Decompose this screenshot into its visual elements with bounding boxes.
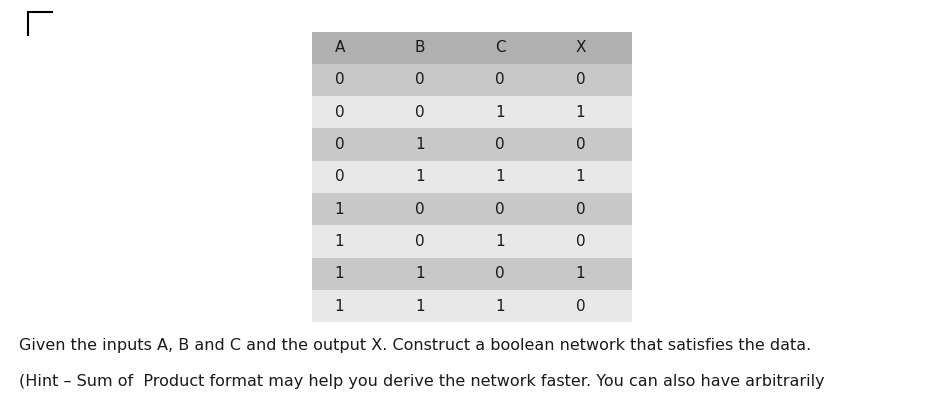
Text: 1: 1: [496, 105, 505, 120]
Bar: [472, 161, 552, 193]
Bar: [392, 161, 472, 193]
Bar: [472, 64, 552, 96]
Bar: [472, 290, 552, 322]
Bar: [392, 32, 472, 64]
Bar: [552, 290, 632, 322]
Text: 1: 1: [415, 137, 425, 152]
Bar: [392, 128, 472, 161]
Bar: [312, 290, 392, 322]
Bar: [312, 258, 392, 290]
Text: 0: 0: [576, 234, 585, 249]
Text: 0: 0: [335, 72, 345, 87]
Text: 0: 0: [576, 202, 585, 217]
Bar: [552, 128, 632, 161]
Text: 1: 1: [576, 266, 585, 281]
Text: A: A: [334, 40, 345, 55]
Text: 1: 1: [335, 266, 345, 281]
Text: 0: 0: [335, 169, 345, 184]
Bar: [312, 96, 392, 128]
Text: 0: 0: [496, 266, 505, 281]
Text: 1: 1: [415, 266, 425, 281]
Text: 1: 1: [576, 105, 585, 120]
Bar: [312, 32, 392, 64]
Text: 0: 0: [496, 72, 505, 87]
Text: 0: 0: [335, 137, 345, 152]
Bar: [312, 161, 392, 193]
Bar: [392, 225, 472, 258]
Text: C: C: [495, 40, 505, 55]
Bar: [312, 193, 392, 225]
Bar: [392, 64, 472, 96]
Text: (Hint – Sum of  Product format may help you derive the network faster. You can a: (Hint – Sum of Product format may help y…: [19, 374, 824, 388]
Bar: [392, 96, 472, 128]
Bar: [552, 64, 632, 96]
Bar: [312, 128, 392, 161]
Text: 1: 1: [335, 234, 345, 249]
Text: 0: 0: [415, 72, 425, 87]
Text: 1: 1: [335, 299, 345, 314]
Bar: [472, 96, 552, 128]
Text: 1: 1: [415, 299, 425, 314]
Text: 1: 1: [576, 169, 585, 184]
Text: 0: 0: [496, 137, 505, 152]
Bar: [392, 258, 472, 290]
Bar: [552, 161, 632, 193]
Text: 1: 1: [496, 234, 505, 249]
Text: 0: 0: [496, 202, 505, 217]
Text: X: X: [575, 40, 585, 55]
Bar: [472, 128, 552, 161]
Text: 1: 1: [496, 169, 505, 184]
Text: 0: 0: [415, 202, 425, 217]
Bar: [472, 258, 552, 290]
Bar: [552, 258, 632, 290]
Text: 0: 0: [415, 234, 425, 249]
Bar: [392, 193, 472, 225]
Bar: [552, 96, 632, 128]
Text: 0: 0: [576, 72, 585, 87]
Text: Given the inputs A, B and C and the output X. Construct a boolean network that s: Given the inputs A, B and C and the outp…: [19, 338, 811, 353]
Bar: [312, 225, 392, 258]
Text: 0: 0: [576, 137, 585, 152]
Bar: [552, 193, 632, 225]
Bar: [552, 225, 632, 258]
Bar: [392, 290, 472, 322]
Text: 0: 0: [576, 299, 585, 314]
Bar: [312, 64, 392, 96]
Bar: [472, 32, 552, 64]
Bar: [552, 32, 632, 64]
Text: 0: 0: [415, 105, 425, 120]
Bar: [472, 225, 552, 258]
Text: 1: 1: [335, 202, 345, 217]
Text: 0: 0: [335, 105, 345, 120]
Bar: [472, 193, 552, 225]
Text: 1: 1: [415, 169, 425, 184]
Text: B: B: [414, 40, 425, 55]
Text: 1: 1: [496, 299, 505, 314]
